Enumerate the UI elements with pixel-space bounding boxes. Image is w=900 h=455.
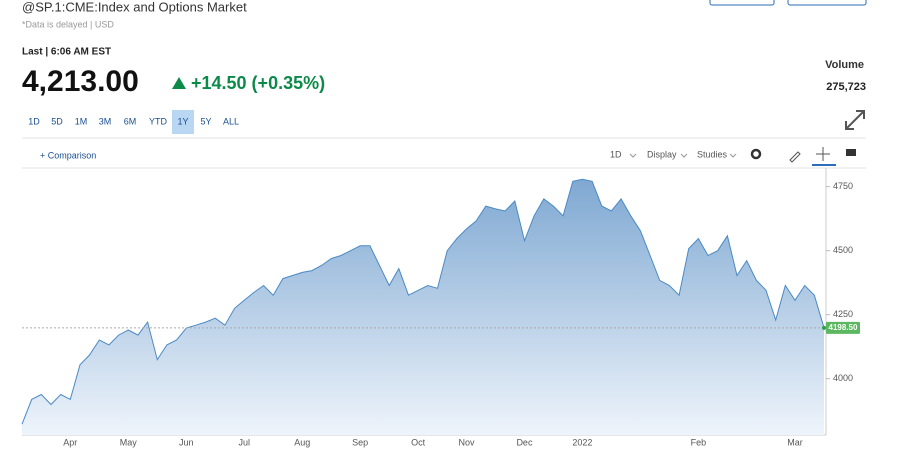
- x-tick-label: Sep: [352, 437, 368, 447]
- y-tick-label: 4250: [833, 309, 853, 319]
- range-bar: 1D 5D 1M 3M 6M YTD 1Y 5Y ALL: [28, 110, 239, 134]
- up-arrow: [172, 77, 186, 89]
- x-tick-label: 2022: [572, 437, 592, 447]
- studies[interactable]: Studies: [697, 149, 728, 159]
- range-button[interactable]: ALL: [223, 116, 239, 126]
- x-tick-label: Nov: [458, 437, 475, 447]
- range-button[interactable]: 1Y: [177, 116, 188, 126]
- display[interactable]: Display: [647, 149, 677, 159]
- volume-label: Volume: [825, 59, 864, 71]
- x-tick-label: Dec: [516, 437, 533, 447]
- interval[interactable]: 1D: [610, 149, 622, 159]
- x-tick-label: Mar: [787, 437, 803, 447]
- last-point: [822, 325, 826, 330]
- range-selected: [172, 110, 194, 134]
- range-button[interactable]: YTD: [149, 116, 168, 126]
- range-button[interactable]: 1D: [28, 116, 40, 126]
- y-tick-label: 4000: [833, 373, 853, 383]
- price-badge: [826, 321, 860, 334]
- range-button[interactable]: 5Y: [200, 116, 211, 126]
- dropdown-icons: [629, 153, 737, 158]
- comment-icon[interactable]: [846, 149, 856, 156]
- x-tick-label: May: [120, 437, 138, 447]
- title: @SP.1:CME:Index and Options Market: [22, 0, 247, 14]
- button[interactable]: [709, 0, 775, 6]
- settings-icon[interactable]: [750, 148, 762, 160]
- last-time: Last | 6:06 AM EST: [22, 47, 111, 58]
- price: 4,213.00: [22, 65, 139, 98]
- x-tick-label: Aug: [294, 437, 310, 447]
- range-button[interactable]: 6M: [124, 116, 137, 126]
- x-tick-label: Jul: [238, 437, 250, 447]
- x-tick-label: Apr: [63, 437, 77, 447]
- button[interactable]: [787, 0, 867, 6]
- range-button[interactable]: 5D: [51, 116, 63, 126]
- change: +14.50 (+0.35%): [191, 73, 325, 93]
- volume: 275,723: [826, 81, 866, 93]
- y-tick-label: 4750: [833, 181, 853, 191]
- expand-icon[interactable]: [845, 110, 865, 130]
- subtitle: *Data is delayed | USD: [22, 19, 114, 29]
- y-tick-label: 4500: [833, 245, 853, 255]
- plot: 4000 4250 4500 4750 Apr May Jun Jul Aug Sep Oct Nov…: [21, 178, 860, 447]
- comparison[interactable]: + Comparison: [40, 150, 96, 160]
- draw-icon[interactable]: [789, 151, 801, 163]
- line: [21, 178, 825, 425]
- x-tick-label: Feb: [691, 437, 707, 447]
- price-badge-label: 4198.50: [829, 323, 858, 332]
- range-button[interactable]: 3M: [99, 116, 112, 126]
- area: [22, 179, 824, 435]
- crosshair-icon[interactable]: [816, 147, 830, 161]
- range-button[interactable]: 1M: [75, 116, 88, 126]
- x-tick-label: Oct: [411, 437, 426, 447]
- x-tick-label: Jun: [179, 437, 194, 447]
